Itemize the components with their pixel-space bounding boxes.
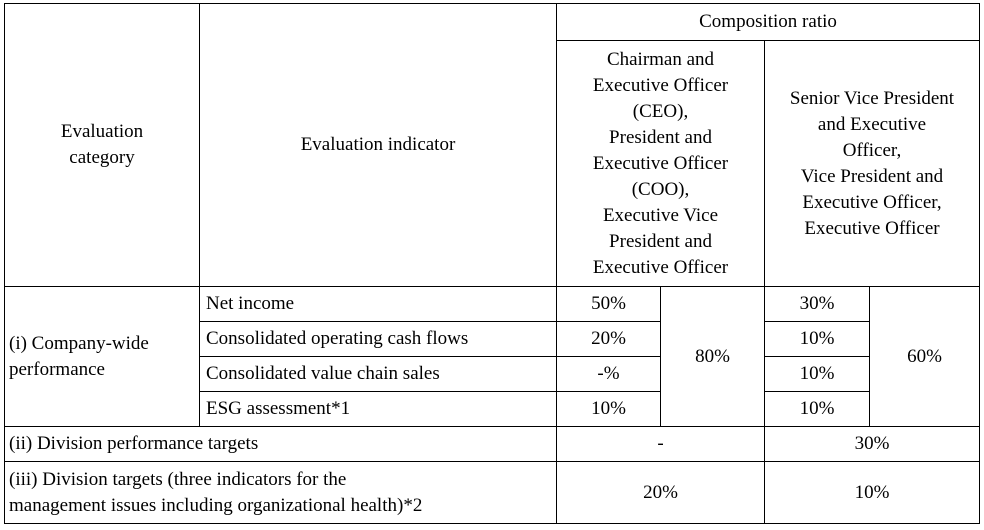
header-group-svp-vp: Senior Vice President and Executive Offi… [764, 40, 980, 287]
composition-ratio-table: Evaluation category Evaluation indicator… [4, 3, 980, 524]
header-row-2: Chairman and Executive Officer (CEO), Pr… [5, 40, 980, 287]
company-wide-total-b: 60% [869, 286, 980, 427]
ratio-cell-b: 10% [764, 356, 870, 392]
ratio-cell-a: -% [556, 356, 661, 392]
table-row: (i) Company-wide performance Net income … [4, 286, 980, 427]
division-performance-label: (ii) Division performance targets [4, 426, 557, 462]
table-row: Consolidated operating cash flows 20% 10… [5, 321, 980, 357]
table-row: ESG assessment*1 10% 10% [5, 391, 980, 427]
indicator-cell: Consolidated operating cash flows [199, 321, 557, 357]
division-performance-b: 30% [764, 426, 980, 462]
division-performance-row: (ii) Division performance targets - 30% [4, 426, 980, 462]
ratio-cell-a: 50% [556, 286, 661, 322]
company-wide-category: (i) Company-wide performance [4, 286, 200, 427]
header-composition-ratio: Composition ratio [556, 3, 980, 41]
header-group-ceo-coo: Chairman and Executive Officer (CEO), Pr… [556, 40, 765, 287]
division-targets-b: 10% [764, 461, 980, 524]
header-evaluation-indicator: Evaluation indicator [199, 3, 557, 287]
division-targets-label: (iii) Division targets (three indicators… [4, 461, 557, 524]
ratio-cell-a: 10% [556, 391, 661, 427]
ratio-cell-b: 10% [764, 391, 870, 427]
division-targets-a: 20% [556, 461, 765, 524]
header-evaluation-category: Evaluation category [4, 3, 200, 287]
ratio-cell-b: 30% [764, 286, 870, 322]
ratio-cell-a: 20% [556, 321, 661, 357]
division-targets-row: (iii) Division targets (three indicators… [4, 461, 980, 524]
company-wide-total-a: 80% [660, 286, 765, 427]
table-wrapper: Evaluation category Evaluation indicator… [4, 3, 980, 524]
indicator-cell: ESG assessment*1 [199, 391, 557, 427]
indicator-cell: Net income [199, 286, 557, 322]
table-row: Consolidated value chain sales -% 10% [5, 356, 980, 392]
indicator-cell: Consolidated value chain sales [199, 356, 557, 392]
header-row-1: Evaluation category Evaluation indicator… [4, 3, 980, 287]
division-performance-a: - [556, 426, 765, 462]
ratio-cell-b: 10% [764, 321, 870, 357]
